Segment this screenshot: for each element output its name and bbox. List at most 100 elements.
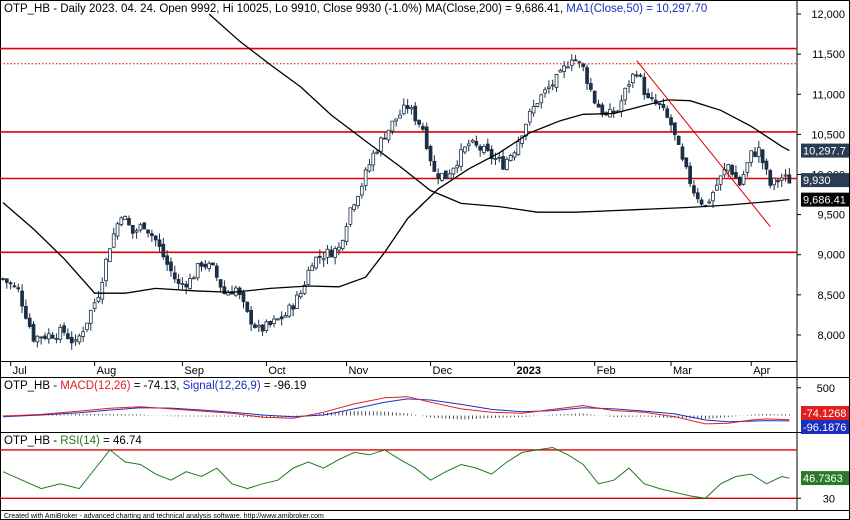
- x-tick-label: Feb: [597, 365, 616, 377]
- candle-body: [333, 248, 337, 258]
- macd-histogram: [2, 411, 790, 420]
- candle-body: [585, 67, 589, 84]
- value-tag-bg: [801, 192, 849, 207]
- signal-title-value: = -96.19: [261, 380, 307, 392]
- candle-body: [192, 277, 196, 280]
- candle-body: [352, 204, 357, 210]
- candle-body: [776, 180, 780, 183]
- candle-body: [188, 278, 192, 290]
- candle-body: [291, 305, 295, 310]
- footer-credit: Created with AmiBroker - advanced charti…: [4, 513, 324, 520]
- candle-body: [455, 164, 460, 169]
- y-tick-label: 11,000: [812, 89, 845, 101]
- candle-body: [642, 76, 647, 95]
- candle-body: [218, 279, 223, 288]
- value-tag-label: 9,686.41: [803, 195, 846, 207]
- candle-body: [371, 152, 376, 166]
- candle-body: [638, 74, 643, 77]
- candle-body: [310, 265, 315, 271]
- rsi-title-value: = 46.74: [100, 435, 142, 447]
- rsi-title-label: RSI(14): [60, 435, 100, 447]
- candle-body: [401, 104, 406, 115]
- candle-body: [287, 304, 292, 317]
- title-ma50: MA1(Close,50) = 10,297.70: [566, 3, 707, 15]
- candle-body: [211, 262, 215, 266]
- candle-body: [772, 177, 776, 186]
- macd-value-tag: -74.1268: [801, 406, 849, 420]
- value-tag-label: 9,930: [803, 175, 831, 187]
- candle-body: [463, 146, 467, 153]
- macd-tick-label: 500: [817, 383, 835, 395]
- candle-body: [344, 226, 349, 242]
- candle-body: [569, 59, 574, 66]
- candle-body: [39, 336, 44, 339]
- candle-body: [340, 239, 345, 249]
- candle-body: [734, 172, 738, 178]
- candle-body: [394, 118, 399, 122]
- rsi-value-tag: 46.7363: [801, 471, 849, 486]
- price-pane-title: OTP_HB - Daily 2023. 04. 24. Open 9992, …: [4, 3, 707, 15]
- candle-body: [249, 309, 253, 325]
- value-tag-label: -74.1268: [803, 408, 846, 420]
- candle-body: [714, 184, 719, 191]
- candle-body: [619, 100, 624, 112]
- candle-body: [268, 321, 273, 326]
- value-tag-bg: [801, 471, 849, 486]
- candle-body: [264, 321, 269, 331]
- candle-body: [516, 141, 521, 156]
- value-tag-bg: [801, 173, 849, 188]
- title-ma200: MA(Close,200) = 9,686.41,: [425, 3, 566, 15]
- signal-title-label: Signal(12,26,9): [183, 380, 261, 392]
- candle-body: [359, 185, 364, 196]
- candle-body: [482, 146, 486, 153]
- candle-body: [127, 218, 131, 226]
- candle-body: [726, 164, 731, 172]
- candle-body: [466, 143, 471, 147]
- candle-body: [260, 324, 265, 332]
- candle-body: [256, 324, 261, 328]
- candle-body: [646, 93, 650, 99]
- x-tick-label: Oct: [268, 365, 285, 377]
- candle-body: [134, 230, 139, 233]
- candle-body: [199, 262, 204, 267]
- candle-body: [424, 126, 429, 149]
- candle-body: [581, 63, 586, 68]
- candle-body: [451, 167, 456, 175]
- candle-body: [657, 103, 662, 105]
- candle-body: [409, 107, 414, 110]
- candle-body: [69, 336, 74, 344]
- candle-body: [417, 119, 421, 125]
- price-value-tag: 10,297.7: [801, 143, 849, 158]
- candle-body: [497, 156, 502, 159]
- candle-body: [520, 135, 525, 144]
- candle-body: [428, 145, 433, 162]
- candle-body: [695, 192, 700, 200]
- candle-body: [783, 174, 788, 177]
- candle-body: [527, 110, 532, 123]
- candle-body: [27, 317, 32, 328]
- candle-body: [298, 293, 303, 298]
- y-tick-label: 9,000: [817, 250, 845, 262]
- price-value-tag: 9,686.41: [801, 192, 849, 207]
- candle-body: [680, 146, 685, 160]
- y-tick-label: 11,500: [812, 49, 845, 61]
- candle-body: [692, 185, 696, 194]
- candle-body: [443, 170, 448, 179]
- candle-body: [96, 297, 101, 302]
- candle-body: [321, 258, 326, 261]
- candle-body: [150, 233, 154, 236]
- x-tick-label: Apr: [753, 365, 770, 377]
- x-tick-label: Sep: [184, 365, 204, 377]
- candle-body: [253, 324, 257, 328]
- candle-body: [493, 158, 498, 160]
- candle-body: [130, 224, 135, 234]
- macd-title-label: MACD(12,26): [60, 380, 130, 392]
- candle-body: [111, 233, 116, 248]
- candle-body: [634, 74, 639, 77]
- candle-body: [180, 283, 185, 285]
- y-tick-label: 12,000: [811, 9, 845, 21]
- candle-body: [302, 284, 307, 294]
- candle-body: [77, 335, 82, 343]
- candle-body: [73, 339, 78, 342]
